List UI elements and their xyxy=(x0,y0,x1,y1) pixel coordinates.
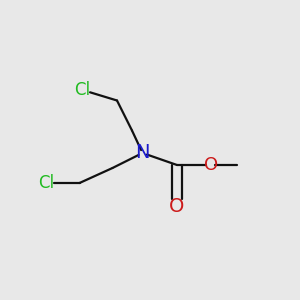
Text: O: O xyxy=(169,197,185,217)
Text: N: N xyxy=(135,143,150,163)
Text: O: O xyxy=(204,156,219,174)
Text: Cl: Cl xyxy=(38,174,55,192)
Text: Cl: Cl xyxy=(74,81,91,99)
